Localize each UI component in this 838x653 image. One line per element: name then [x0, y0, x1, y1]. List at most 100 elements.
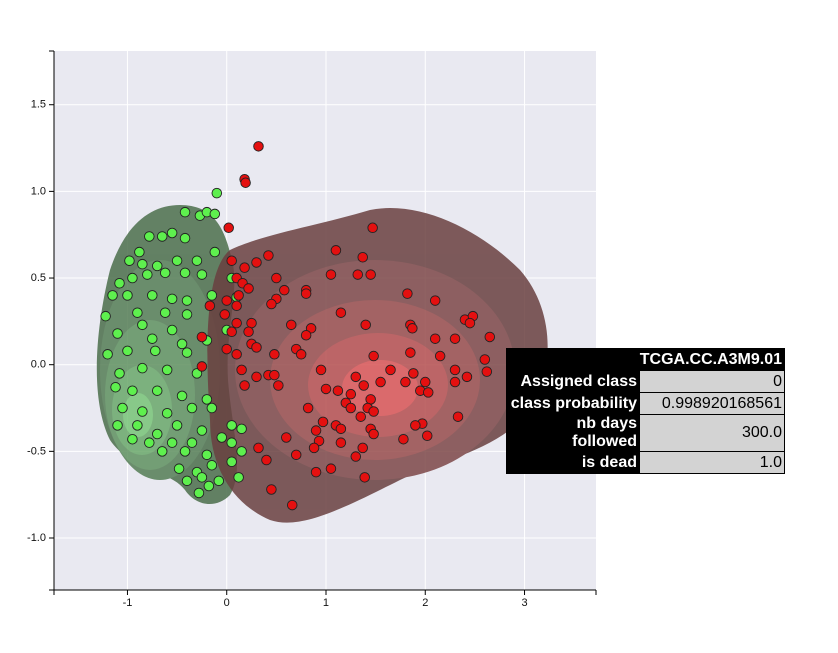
point	[408, 368, 419, 379]
point	[186, 437, 198, 448]
x-tick-label: 3	[521, 597, 527, 609]
point	[147, 290, 158, 301]
point	[461, 371, 473, 383]
point	[400, 376, 411, 388]
point	[335, 437, 347, 448]
point	[233, 472, 244, 483]
point	[358, 380, 369, 391]
tooltip-label: nb days followed	[506, 414, 640, 452]
point	[251, 257, 262, 268]
point	[251, 371, 262, 383]
tooltip-label: is dead	[506, 451, 640, 474]
point	[253, 442, 264, 454]
point	[206, 290, 218, 301]
point	[181, 347, 193, 358]
tooltip-value: 0	[639, 370, 785, 393]
point	[405, 347, 416, 358]
point	[434, 350, 446, 362]
y-tick-label: -0.5	[27, 445, 46, 457]
point	[402, 288, 413, 299]
point	[166, 227, 178, 239]
point	[429, 295, 441, 306]
point	[449, 376, 461, 388]
points	[100, 141, 496, 511]
point	[193, 487, 205, 499]
point	[452, 411, 464, 422]
point	[114, 368, 125, 379]
point	[181, 475, 193, 487]
point	[100, 310, 111, 322]
point	[117, 402, 128, 414]
point	[166, 437, 178, 448]
point	[310, 466, 322, 478]
point	[269, 349, 280, 360]
point	[385, 364, 396, 376]
point	[156, 231, 168, 242]
point	[236, 446, 247, 457]
point	[171, 255, 183, 266]
point	[226, 326, 237, 338]
point	[144, 231, 155, 242]
point	[191, 255, 203, 266]
point	[112, 420, 123, 431]
point	[226, 420, 237, 431]
point	[161, 407, 173, 419]
point	[159, 307, 171, 318]
density-contour	[123, 393, 153, 437]
point	[365, 394, 376, 405]
point	[239, 380, 250, 391]
point	[246, 317, 257, 329]
point	[211, 187, 223, 199]
y-tick-label: -1.0	[27, 532, 46, 544]
point	[127, 433, 138, 445]
point	[137, 319, 148, 331]
point	[398, 433, 409, 445]
point	[325, 269, 337, 280]
point	[186, 402, 198, 414]
point	[345, 402, 357, 414]
point	[171, 420, 183, 431]
point	[420, 376, 431, 388]
point	[179, 446, 191, 457]
point	[429, 333, 441, 344]
point	[223, 222, 234, 234]
point	[179, 232, 191, 244]
tooltip-label: Assigned class	[506, 370, 640, 393]
point	[102, 349, 113, 360]
point	[110, 381, 121, 393]
point	[273, 380, 284, 391]
point	[161, 364, 173, 376]
point	[271, 272, 282, 284]
point	[226, 437, 237, 448]
point	[317, 416, 329, 428]
point	[122, 290, 133, 301]
point	[204, 300, 216, 312]
point	[142, 269, 153, 280]
point	[308, 442, 320, 454]
point	[357, 442, 368, 454]
tooltip-value: 300.0	[639, 414, 785, 452]
point	[240, 177, 251, 188]
point	[173, 463, 185, 474]
point	[226, 255, 237, 266]
point	[201, 449, 213, 461]
point	[269, 369, 280, 381]
point	[213, 475, 225, 487]
point	[196, 269, 208, 280]
x-tick-label: 0	[224, 597, 230, 609]
point	[219, 309, 230, 320]
point	[122, 345, 133, 357]
point	[203, 480, 215, 492]
point	[226, 456, 237, 467]
point	[421, 430, 433, 442]
point	[166, 324, 178, 336]
y-tick-label: 1.5	[31, 99, 46, 111]
point	[233, 290, 244, 301]
point	[484, 331, 496, 343]
point	[236, 364, 247, 376]
point	[357, 251, 368, 263]
point	[137, 406, 148, 417]
point	[127, 385, 138, 396]
